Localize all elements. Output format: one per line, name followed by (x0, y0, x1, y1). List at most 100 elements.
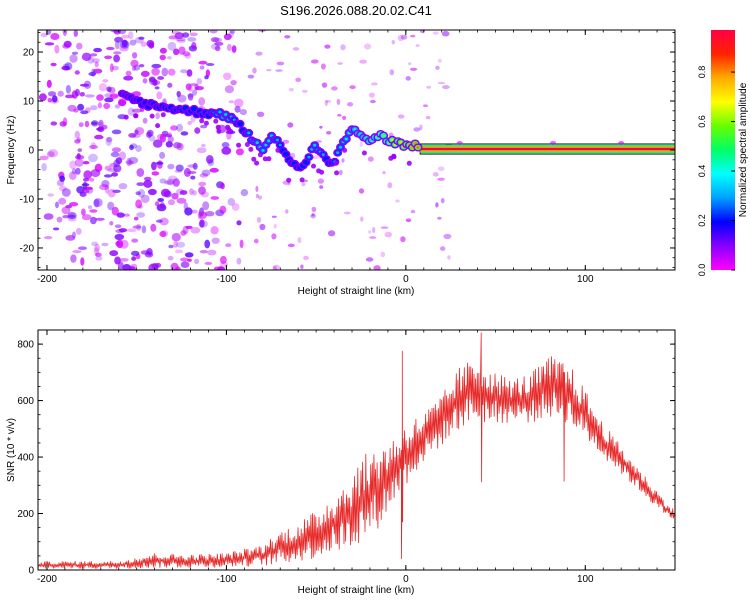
noise-blob (89, 53, 98, 57)
noise-blob (94, 243, 100, 252)
ridge-blob (321, 153, 325, 157)
noise-blob (231, 45, 237, 53)
ridge-blob (336, 151, 340, 155)
noise-blob (129, 39, 137, 46)
noise-blob (182, 51, 191, 57)
noise-blob (199, 249, 208, 254)
noise-blob (139, 63, 145, 68)
noise-blob (82, 161, 90, 165)
noise-blob (200, 124, 208, 129)
spectrogram-xlabel: Height of straight line (km) (298, 286, 415, 297)
noise-blob (94, 61, 99, 68)
noise-blob (167, 132, 173, 138)
noise-blob (224, 85, 234, 94)
ridge-blob (251, 156, 257, 162)
noise-blob (410, 209, 416, 214)
ridge-blob (361, 150, 367, 156)
noise-blob (184, 207, 193, 216)
y-tick-label: 20 (23, 48, 35, 59)
noise-blob (194, 127, 201, 134)
noise-blob (74, 130, 81, 139)
noise-blob (432, 172, 439, 177)
noise-blob (83, 177, 90, 182)
spectrogram-ylabel: Frequency (Hz) (6, 116, 17, 185)
noise-blob (167, 41, 177, 51)
noise-blob (187, 93, 194, 98)
noise-blob (196, 78, 203, 85)
noise-blob (148, 188, 157, 196)
noise-blob (370, 99, 376, 104)
noise-blob (168, 244, 174, 249)
ridge-blob (224, 113, 228, 116)
noise-blob (95, 252, 102, 257)
colorbar-tick-label: 0.6 (697, 115, 707, 128)
noise-blob (75, 227, 82, 235)
noise-blob (159, 47, 167, 54)
noise-blob (618, 141, 625, 145)
noise-blob (61, 188, 71, 197)
noise-blob (239, 239, 244, 249)
noise-blob (59, 175, 65, 182)
noise-blob (75, 88, 80, 97)
colorbar: 0.0 0.2 0.4 0.6 0.8 Normalized spectral ampl… (697, 30, 749, 276)
noise-blob (151, 63, 162, 69)
x-tick-label: -200 (37, 274, 57, 285)
ridge-blob (149, 113, 155, 119)
noise-blob (190, 209, 198, 214)
noise-blob (236, 257, 242, 265)
snr-ylabel: SNR (10 * v/v) (6, 418, 17, 482)
noise-blob (157, 76, 165, 80)
noise-blob (319, 125, 323, 129)
ridge-blob (267, 139, 271, 143)
noise-blob (121, 39, 128, 48)
noise-blob (111, 129, 122, 135)
noise-blob (140, 70, 150, 77)
noise-blob (50, 121, 58, 126)
noise-blob (126, 157, 132, 167)
noise-blob (126, 228, 137, 233)
noise-blob (167, 255, 174, 261)
noise-blob (426, 85, 432, 89)
noise-blob (61, 206, 71, 215)
noise-blob (236, 220, 242, 226)
noise-blob (93, 198, 103, 207)
noise-blob (142, 78, 148, 84)
noise-blob (101, 242, 109, 247)
noise-blob (206, 155, 214, 164)
ridge-blob (155, 123, 161, 129)
y-tick-label: 0 (28, 146, 34, 157)
noise-blob (210, 196, 220, 200)
noise-blob (116, 212, 125, 218)
noise-blob (395, 199, 400, 203)
noise-blob (106, 46, 115, 51)
noise-blob (198, 181, 207, 187)
noise-blob (266, 68, 272, 72)
noise-blob (341, 158, 345, 163)
noise-blob (324, 44, 331, 49)
noise-blob (167, 136, 174, 143)
noise-blob (175, 37, 186, 42)
snr-line-layer (38, 332, 675, 569)
noise-blob (89, 209, 98, 213)
ridge-blob (228, 129, 234, 134)
noise-blob (81, 52, 92, 61)
ridge-blob (262, 156, 268, 162)
ridge-blob (334, 170, 340, 176)
noise-blob (187, 93, 194, 101)
noise-blob (210, 37, 220, 43)
noise-blob (73, 108, 79, 113)
noise-blob (113, 164, 122, 173)
ridge-blob (218, 110, 222, 114)
noise-blob (140, 41, 147, 47)
noise-blob (201, 169, 211, 177)
noise-blob (97, 102, 102, 109)
noise-blob (223, 72, 232, 81)
noise-blob (176, 123, 184, 132)
noise-blob (284, 35, 291, 39)
noise-blob (228, 100, 234, 104)
noise-blob (198, 60, 208, 65)
noise-blob (196, 147, 207, 154)
noise-blob (121, 34, 130, 39)
noise-blob (74, 70, 80, 75)
